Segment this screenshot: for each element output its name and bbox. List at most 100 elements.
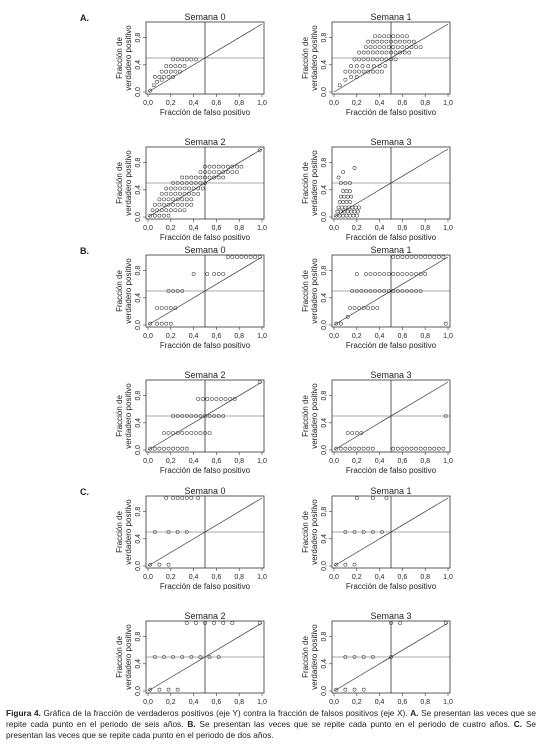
data-point	[338, 194, 343, 199]
data-point	[198, 655, 203, 659]
data-point	[342, 194, 347, 199]
data-point	[370, 50, 375, 55]
data-point	[375, 306, 380, 310]
data-point	[423, 255, 428, 259]
data-point	[194, 431, 198, 435]
data-point	[352, 446, 357, 451]
x-tick-label: 0,0	[329, 574, 339, 581]
data-point	[418, 289, 423, 293]
data-point	[364, 289, 368, 293]
data-point	[357, 446, 361, 451]
y-tick-label: 0,8	[321, 33, 328, 43]
data-point	[350, 289, 355, 293]
data-point	[348, 200, 352, 204]
x-tick-label: 0,4	[375, 574, 385, 581]
data-point	[162, 655, 166, 659]
data-point	[443, 321, 448, 326]
data-point	[343, 205, 348, 210]
data-point	[393, 50, 398, 55]
data-point	[349, 64, 353, 69]
x-axis-label: Fracción de falso positivo	[346, 108, 437, 117]
data-point	[352, 562, 357, 567]
data-point	[386, 272, 391, 276]
data-point	[443, 621, 448, 625]
data-point	[171, 202, 175, 207]
data-point	[398, 621, 402, 625]
data-point	[375, 50, 380, 55]
x-tick-label: 0,2	[352, 458, 362, 465]
data-point	[248, 255, 253, 259]
data-point	[357, 205, 361, 210]
y-tick-label: 0,4	[321, 534, 328, 544]
data-point	[198, 181, 203, 185]
data-point	[207, 164, 212, 169]
y-tick-label: 0,8	[135, 391, 142, 401]
data-point	[366, 306, 371, 310]
data-point	[189, 202, 194, 207]
x-tick-label: 0,8	[420, 333, 430, 340]
data-point	[414, 289, 418, 293]
data-point	[164, 186, 169, 191]
x-tick-label: 0,0	[143, 100, 153, 107]
data-point	[354, 75, 359, 79]
panel-title: Semana 3	[370, 137, 411, 147]
data-point	[361, 530, 366, 534]
x-tick-label: 1,0	[443, 458, 453, 465]
data-point	[148, 446, 153, 451]
data-point	[155, 306, 159, 310]
data-point	[212, 414, 216, 418]
data-point	[400, 255, 405, 259]
data-point	[178, 208, 182, 213]
y-axis-label-line-2: verdadero positivo	[310, 25, 319, 91]
data-point	[164, 496, 169, 500]
y-tick-label: 0,8	[135, 632, 142, 642]
data-point	[343, 446, 348, 451]
x-axis-label: Fracción de falso positivo	[160, 233, 251, 242]
caption-c-label: C.	[513, 719, 523, 729]
data-point	[207, 431, 212, 435]
y-axis-label-line-1: Fracción de	[115, 162, 124, 204]
data-point	[389, 655, 393, 659]
y-tick-label: 0,8	[321, 266, 328, 276]
data-point	[337, 83, 342, 88]
data-point	[359, 289, 364, 293]
data-point	[221, 272, 226, 276]
data-point	[196, 496, 201, 500]
x-tick-label: 0,2	[352, 574, 362, 581]
data-point	[432, 255, 437, 259]
data-point	[162, 431, 166, 435]
x-tick-label: 0,2	[166, 699, 176, 706]
y-tick-label: 0,0	[135, 561, 142, 571]
x-tick-label: 0,4	[375, 100, 385, 107]
data-point	[344, 189, 349, 194]
data-point	[356, 209, 360, 214]
figure-caption: Figura 4. Gráfica de la fracción de verd…	[6, 708, 536, 741]
x-tick-label: 0,2	[166, 574, 176, 581]
data-point	[184, 181, 189, 185]
data-point	[191, 192, 196, 196]
data-point	[182, 186, 187, 191]
data-point	[175, 687, 180, 692]
x-tick-label: 0,8	[234, 458, 244, 465]
data-point	[380, 50, 384, 55]
data-point	[221, 414, 226, 418]
data-point	[354, 289, 359, 293]
data-point	[209, 397, 214, 401]
data-point	[348, 213, 352, 218]
data-point	[400, 45, 405, 49]
data-point	[348, 446, 352, 451]
data-point	[352, 655, 357, 659]
x-tick-label: 0,6	[212, 574, 222, 581]
data-point	[207, 414, 212, 418]
y-tick-label: 0,0	[321, 212, 328, 222]
y-axis-label-line-2: verdadero positivo	[310, 258, 319, 324]
data-point	[409, 255, 414, 259]
caption-text-3: Se presentan las veces que se repite cad…	[195, 719, 514, 729]
caption-text-2: Se presentan las veces que se repite cad…	[6, 708, 536, 729]
x-tick-label: 0,8	[420, 458, 430, 465]
data-point	[175, 289, 180, 293]
x-tick-label: 0,6	[212, 458, 222, 465]
data-point	[391, 34, 396, 39]
y-axis-label-line-2: verdadero positivo	[310, 499, 319, 565]
data-point	[180, 431, 185, 435]
